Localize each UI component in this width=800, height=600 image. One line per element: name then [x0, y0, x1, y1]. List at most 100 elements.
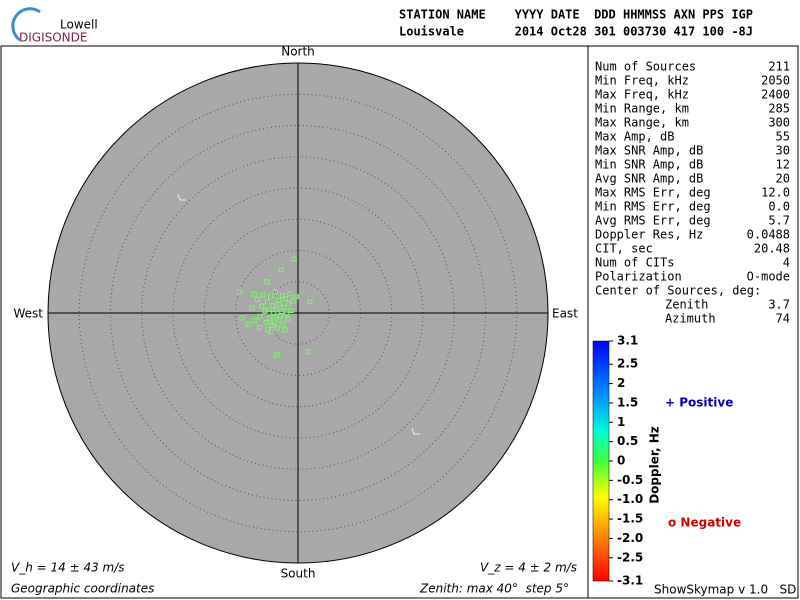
header-line: Louisvale 2014 Oct28 301 003730 417 100 … [399, 25, 753, 39]
source-point [290, 298, 296, 304]
stat-value: 3.7 [768, 298, 790, 312]
coords-label: Geographic coordinates [11, 582, 154, 596]
source-point [274, 325, 280, 331]
stat-label: Max Freq, kHz [595, 88, 689, 102]
colorbar-tick-label: -0.5 [617, 473, 643, 487]
colorbar-tick-label: -2.0 [617, 531, 643, 545]
source-point [264, 279, 270, 285]
colorbar-tick-label: 2 [617, 376, 625, 390]
source-point [237, 289, 243, 295]
stat-value: 12.0 [761, 186, 790, 200]
source-point [256, 324, 262, 330]
source-point [270, 303, 276, 308]
source-point [268, 294, 273, 300]
colorbar-tick-label: 2.5 [617, 357, 638, 371]
source-point [293, 294, 299, 300]
stat-label: Min Range, km [595, 102, 689, 116]
colorbar-tick-label: 0 [617, 454, 625, 468]
source-point [257, 313, 263, 319]
source-point [254, 296, 260, 302]
colorbar-tick-label: 1 [617, 415, 625, 429]
stat-label: Max Range, km [595, 116, 689, 130]
colorbar-tick-label: -1.0 [617, 492, 643, 506]
source-point [273, 289, 278, 295]
source-point [277, 317, 283, 323]
stat-label: Max SNR Amp, dB [595, 144, 703, 158]
source-point [264, 299, 270, 305]
stat-value: 20.48 [754, 242, 790, 256]
direction-label: North [281, 45, 315, 59]
vz-label: V_z = 4 ± 2 m/s [480, 561, 577, 575]
stat-label: Zenith [665, 298, 708, 312]
source-point [269, 323, 275, 328]
stat-label: Max RMS Err, deg [595, 186, 711, 200]
source-point [287, 291, 293, 297]
colorbar-tick-label: -3.1 [617, 574, 643, 588]
source-point [265, 326, 271, 332]
stat-label: Min SNR Amp, dB [595, 158, 703, 172]
direction-label: East [552, 307, 578, 321]
stat-value: 285 [768, 102, 790, 116]
stat-label: Num of CITs [595, 256, 674, 270]
source-point [252, 318, 258, 323]
stat-label: Num of Sources [595, 60, 696, 74]
stat-label: Azimuth [665, 312, 716, 326]
stat-heading: Center of Sources, deg: [595, 284, 761, 298]
stat-value: 55 [776, 130, 790, 144]
stat-value: 211 [768, 60, 790, 74]
stat-value: 30 [776, 144, 790, 158]
zenith-label: Zenith: max 40° step 5° [419, 582, 569, 596]
header-line: STATION NAME YYYY DATE DDD HHMMSS AXN PP… [399, 8, 753, 22]
source-point [245, 321, 251, 327]
stat-value: 2400 [761, 88, 790, 102]
source-point [276, 301, 282, 307]
stat-label: Avg RMS Err, deg [595, 214, 711, 228]
source-point [249, 305, 255, 311]
legend-positive: + Positive [665, 396, 733, 410]
source-point [239, 315, 245, 321]
source-point [274, 352, 280, 358]
stray-mark [177, 193, 186, 201]
source-point [291, 256, 297, 262]
stat-value: 5.7 [768, 214, 790, 228]
colorbar-tick-label: 3.1 [617, 334, 638, 348]
stat-value: 0.0488 [747, 228, 790, 242]
stat-label: Min Freq, kHz [595, 74, 689, 88]
source-point [251, 291, 257, 297]
source-point [280, 322, 286, 328]
stat-value: 0.0 [768, 200, 790, 214]
source-point [266, 316, 272, 322]
source-point [285, 316, 291, 322]
source-point [263, 319, 269, 325]
stat-value: 20 [776, 172, 790, 186]
source-point [272, 314, 278, 320]
source-point [305, 349, 311, 355]
vh-label: V_h = 14 ± 43 m/s [11, 561, 125, 575]
legend-negative: o Negative [668, 516, 741, 530]
source-point [266, 306, 272, 312]
stray-mark [411, 427, 420, 435]
logo-swoosh [11, 7, 41, 42]
colorbar-tick-label: 1.5 [617, 395, 638, 409]
source-point [307, 299, 313, 305]
stat-value: 300 [768, 116, 790, 130]
source-point [279, 293, 285, 298]
stat-value: 12 [776, 158, 790, 172]
logo-bottom: DIGISONDE [19, 31, 87, 45]
colorbar-label: Doppler, Hz [648, 426, 662, 504]
stat-label: Doppler Res, Hz [595, 228, 703, 242]
stat-value: 4 [783, 256, 790, 270]
stat-label: Avg SNR Amp, dB [595, 172, 703, 186]
stat-value: 74 [776, 312, 790, 326]
source-point [283, 296, 288, 302]
stat-value: 2050 [761, 74, 790, 88]
stat-label: Max Amp, dB [595, 130, 674, 144]
version-label: ShowSkymap v 1.0 SD v 5.1 [654, 583, 800, 597]
colorbar [592, 340, 610, 582]
logo-top: Lowell [60, 18, 98, 32]
stat-label: CIT, sec [595, 242, 653, 256]
source-point [284, 311, 290, 317]
source-point [259, 303, 265, 309]
colorbar-tick-label: -1.5 [617, 512, 643, 526]
